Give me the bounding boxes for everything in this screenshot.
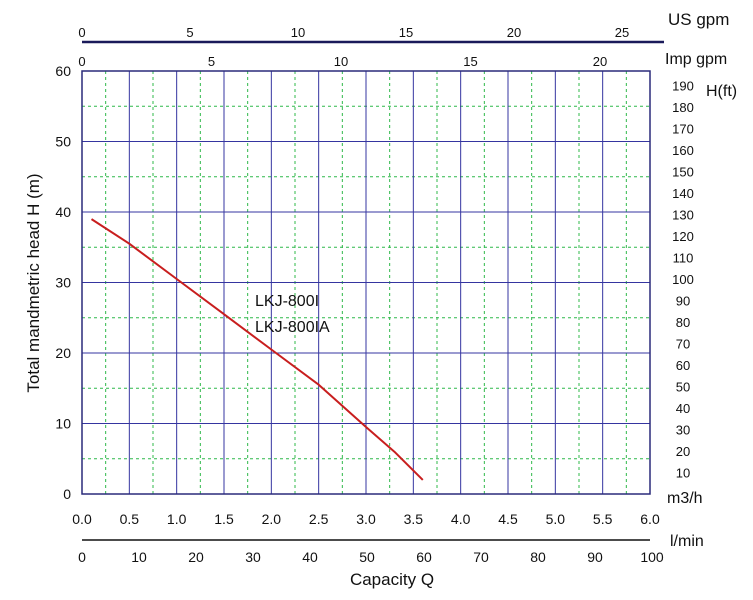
head-ft-tick-label: 90 <box>676 294 690 309</box>
x-tick-label: 4.0 <box>451 511 471 527</box>
imp-gpm-unit-label: Imp gpm <box>665 51 727 68</box>
head-ft-tick-label: 190 <box>672 79 694 94</box>
x-tick-label: 2.5 <box>309 511 329 527</box>
x-tick-label: 3.0 <box>356 511 376 527</box>
plot-frame <box>81 70 651 495</box>
head-ft-tick-label: 40 <box>676 401 690 416</box>
us-gpm-tick-label: 15 <box>399 25 413 40</box>
lpm-tick-label: 30 <box>245 549 261 565</box>
head-ft-tick-label: 80 <box>676 315 690 330</box>
x-tick-label: 5.5 <box>593 511 613 527</box>
curve-label-2: LKJ-800IA <box>255 319 330 336</box>
x-tick-label: 1.5 <box>214 511 234 527</box>
lpm-tick-label: 80 <box>530 549 546 565</box>
x-tick-label: 0.0 <box>72 511 92 527</box>
lpm-tick-label: 0 <box>78 549 86 565</box>
x-tick-label: 0.5 <box>120 511 140 527</box>
imp-gpm-tick-label: 15 <box>463 54 477 69</box>
head-ft-tick-label: 150 <box>672 165 694 180</box>
lpm-tick-label: 90 <box>587 549 603 565</box>
x-tick-label: 4.5 <box>498 511 518 527</box>
us-gpm-tick-label: 0 <box>78 25 85 40</box>
head-ft-tick-label: 180 <box>672 100 694 115</box>
tick-labels: 0.0 0.5 1.0 1.5 2.0 2.5 3.0 3.5 4.0 4.5 5.0 5.5 6.0 0… <box>55 25 693 565</box>
lpm-tick-label: 10 <box>131 549 147 565</box>
head-ft-tick-label: 10 <box>676 466 690 481</box>
head-ft-tick-label: 170 <box>672 122 694 137</box>
grid <box>81 70 651 495</box>
head-ft-tick-label: 120 <box>672 229 694 244</box>
x-tick-label: 3.5 <box>404 511 424 527</box>
y-tick-label: 40 <box>55 204 71 220</box>
y-tick-label: 60 <box>55 63 71 79</box>
head-ft-tick-label: 100 <box>672 272 694 287</box>
head-ft-tick-label: 140 <box>672 186 694 201</box>
x-tick-label: 1.0 <box>167 511 187 527</box>
head-ft-tick-label: 160 <box>672 143 694 158</box>
head-ft-tick-label: 60 <box>676 358 690 373</box>
y-tick-label: 20 <box>55 345 71 361</box>
head-ft-tick-label: 30 <box>676 423 690 438</box>
lpm-unit-label: l/min <box>670 533 704 550</box>
y-tick-label: 30 <box>55 275 71 291</box>
head-ft-tick-label: 70 <box>676 337 690 352</box>
lpm-tick-label: 100 <box>640 549 664 565</box>
x-axis-title: Capacity Q <box>350 570 434 589</box>
x-tick-label: 2.0 <box>262 511 282 527</box>
lpm-tick-label: 60 <box>416 549 432 565</box>
us-gpm-tick-label: 10 <box>291 25 305 40</box>
us-gpm-tick-label: 5 <box>186 25 193 40</box>
y-tick-label: 50 <box>55 134 71 150</box>
imp-gpm-tick-label: 5 <box>208 54 215 69</box>
series-layer <box>90 218 424 481</box>
x-tick-label: 6.0 <box>640 511 660 527</box>
us-gpm-unit-label: US gpm <box>668 10 729 29</box>
curve-label-1: LKJ-800I <box>255 293 319 310</box>
x-tick-label: 5.0 <box>546 511 566 527</box>
imp-gpm-tick-label: 20 <box>593 54 607 69</box>
head-ft-tick-label: 130 <box>672 208 694 223</box>
y-tick-label: 10 <box>55 416 71 432</box>
lpm-tick-label: 50 <box>359 549 375 565</box>
performance-curve <box>90 218 424 481</box>
x-unit-label: m3/h <box>667 490 703 507</box>
y-axis-title: Total mandmetric head H (m) <box>24 173 43 392</box>
y-tick-label: 0 <box>63 486 71 502</box>
us-gpm-tick-label: 25 <box>615 25 629 40</box>
lpm-tick-label: 20 <box>188 549 204 565</box>
head-ft-tick-label: 20 <box>676 444 690 459</box>
head-ft-tick-label: 110 <box>673 251 694 266</box>
imp-gpm-tick-label: 10 <box>334 54 348 69</box>
us-gpm-tick-label: 20 <box>507 25 521 40</box>
lpm-tick-label: 70 <box>473 549 489 565</box>
imp-gpm-tick-label: 0 <box>78 54 85 69</box>
head-ft-unit-label: H(ft) <box>706 83 737 100</box>
head-ft-tick-label: 50 <box>676 380 690 395</box>
lpm-tick-label: 40 <box>302 549 318 565</box>
